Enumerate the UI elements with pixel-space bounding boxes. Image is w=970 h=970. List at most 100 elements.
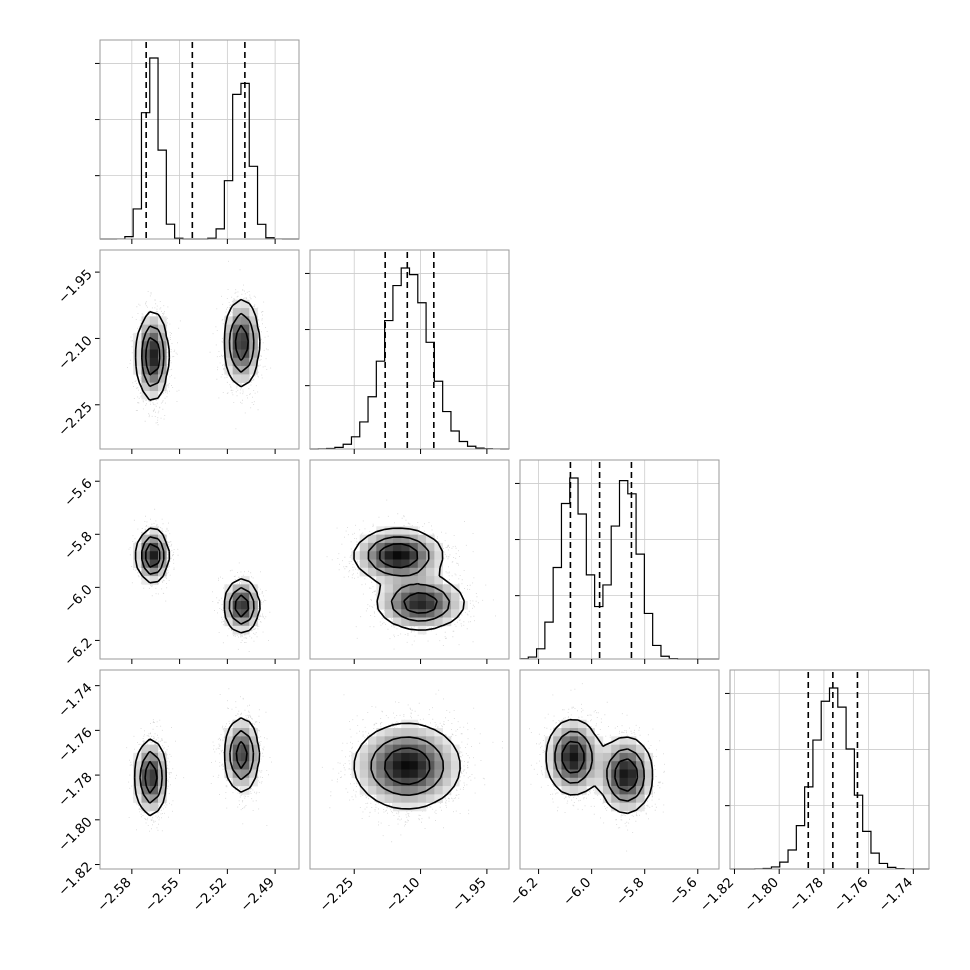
density-cell xyxy=(359,551,369,560)
density-cell xyxy=(149,769,159,779)
density-cell xyxy=(417,559,427,569)
density-cell xyxy=(561,761,571,770)
density-cell xyxy=(426,584,435,593)
x-tick-label-2-0: −6.2 xyxy=(507,875,541,909)
density-cell xyxy=(359,769,369,779)
density-cell xyxy=(578,719,587,729)
density-cell xyxy=(561,744,571,754)
density-cell xyxy=(409,761,419,770)
contour-level-0 xyxy=(134,527,261,634)
density-cell xyxy=(417,761,427,770)
density-cell xyxy=(359,542,369,552)
density-cell xyxy=(158,534,167,544)
density-cell xyxy=(442,617,452,627)
x-tick-label-0-1: −2.55 xyxy=(142,875,183,916)
density-cell xyxy=(133,357,142,367)
density-cell xyxy=(636,744,645,754)
density-cell xyxy=(619,752,629,762)
density-cell xyxy=(149,802,159,812)
density-cell xyxy=(392,744,402,754)
density-cell xyxy=(401,542,410,552)
panel-frame xyxy=(309,669,510,870)
density-cell xyxy=(224,324,233,334)
density-cell xyxy=(376,777,385,787)
density-cell xyxy=(417,576,427,585)
density-cell xyxy=(149,567,159,577)
density-cell xyxy=(409,794,419,803)
density-cell xyxy=(384,551,394,560)
density-cell xyxy=(627,802,637,812)
density-cell xyxy=(434,584,443,593)
density-cell xyxy=(434,600,443,610)
density-cell xyxy=(426,736,435,745)
density-cell xyxy=(392,526,402,535)
density-cell xyxy=(392,802,402,812)
panel-0-0 xyxy=(95,39,300,244)
density-cell xyxy=(158,332,167,342)
density-cell xyxy=(434,777,443,787)
density-cell xyxy=(426,794,435,803)
density-cell xyxy=(409,600,419,610)
density-cell xyxy=(249,728,258,737)
contour-level-0 xyxy=(134,298,261,401)
panel-frame xyxy=(99,39,300,240)
density-cell xyxy=(392,600,402,610)
density-cell xyxy=(249,357,258,367)
density-cell xyxy=(141,744,151,754)
density-cell xyxy=(586,728,595,737)
density-cell xyxy=(224,769,233,779)
density-cell xyxy=(376,576,385,585)
density-cell xyxy=(426,777,435,787)
density-cell xyxy=(368,534,377,544)
density-cell xyxy=(553,769,562,779)
density-cell xyxy=(141,332,151,342)
density-cell xyxy=(417,584,427,593)
density-cell xyxy=(450,752,460,762)
density-cell xyxy=(224,592,233,602)
density-cell xyxy=(376,534,385,544)
contour-level-0 xyxy=(353,722,461,810)
density-cell xyxy=(602,761,612,770)
y-tick-label-2-2: −5.8 xyxy=(61,529,95,563)
density-cell xyxy=(602,777,612,787)
density-cell xyxy=(426,728,435,737)
density-cell xyxy=(434,794,443,803)
density-cell xyxy=(141,802,151,812)
density-cell xyxy=(594,761,604,770)
density-cell xyxy=(401,526,410,535)
x-tick-label-0-2: −2.52 xyxy=(190,875,231,916)
x-tick-label-1-0: −2.25 xyxy=(316,875,357,916)
density-cell xyxy=(401,794,410,803)
density-cell xyxy=(149,576,159,585)
density-cell xyxy=(249,769,258,779)
density-cell xyxy=(249,609,258,618)
density-cell xyxy=(376,542,385,552)
contour-level-1 xyxy=(141,536,255,625)
density-cell xyxy=(553,736,562,745)
density-cell xyxy=(417,752,427,762)
density-cell xyxy=(426,559,435,569)
density-cell xyxy=(240,592,250,602)
y-tick-label-3-0: −1.82 xyxy=(55,859,96,900)
contour-level-1 xyxy=(141,312,255,388)
density-cell xyxy=(401,728,410,737)
density-cell xyxy=(249,584,258,593)
density-cell xyxy=(376,761,385,770)
density-cell xyxy=(232,600,242,610)
density-cell xyxy=(392,551,402,560)
density-cell xyxy=(158,794,167,803)
contour-level-2 xyxy=(145,543,250,618)
density-cell xyxy=(434,542,443,552)
density-cell xyxy=(392,617,402,627)
density-cell xyxy=(586,777,595,787)
density-cell xyxy=(368,736,377,745)
density-cell xyxy=(384,609,394,618)
x-tick-label-0-0: −2.58 xyxy=(94,875,135,916)
density-cell xyxy=(249,617,258,627)
density-cell xyxy=(627,752,637,762)
density-cell xyxy=(417,592,427,602)
y-tick-label-2-1: −6.0 xyxy=(61,582,95,616)
density-cell xyxy=(384,592,394,602)
density-cell xyxy=(434,769,443,779)
